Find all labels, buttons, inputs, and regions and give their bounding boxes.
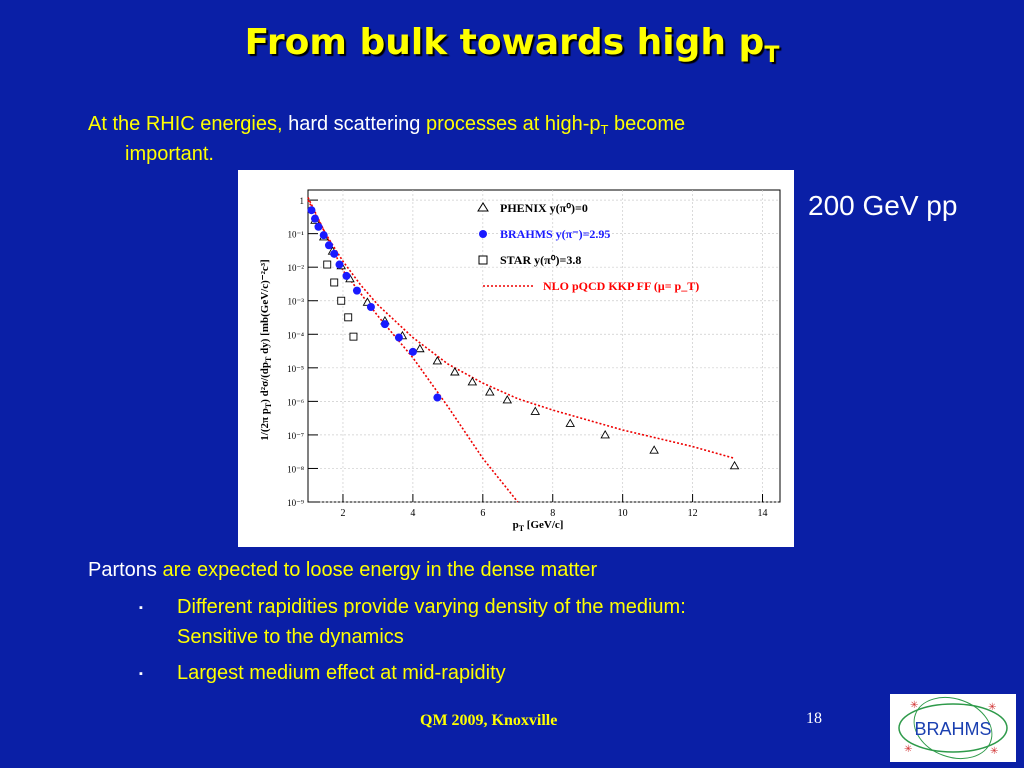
star-point xyxy=(330,278,339,287)
phenix-point xyxy=(530,406,541,415)
brahms-point xyxy=(310,214,319,223)
chart-panel: 2 4 6 8 10 12 14 1 10⁻¹ 10⁻² 10⁻³ 10⁻⁴ 10⁻⁵ 10⁻⁶ 10⁻⁷ 1… xyxy=(238,170,794,547)
phenix-point xyxy=(432,356,443,365)
intro-text-cont: important. xyxy=(125,143,214,165)
phenix-point xyxy=(729,460,740,470)
bullet-1-text-cont: Sensitive to the dynamics xyxy=(177,626,404,648)
brahms-point xyxy=(324,241,333,250)
x-axis-label: pT [GeV/c] xyxy=(513,519,564,533)
bullet-2-text: Largest medium effect at mid-rapidity xyxy=(177,662,506,684)
x-tick-label: 4 xyxy=(410,508,415,519)
brahms-point xyxy=(330,249,339,258)
svg-text:✳: ✳ xyxy=(904,744,912,755)
svg-text:✳: ✳ xyxy=(988,702,996,713)
star-point xyxy=(337,296,346,305)
legend-label: BRAHMS y(π⁻)=2.95 xyxy=(500,227,610,241)
slide-title: From bulk towards high pT xyxy=(244,22,780,68)
star-point xyxy=(323,260,332,269)
brahms-point xyxy=(366,303,375,312)
phenix-point xyxy=(600,430,610,439)
brahms-point xyxy=(335,260,344,269)
x-tick-label: 8 xyxy=(550,508,555,519)
brahms-point xyxy=(319,231,328,240)
brahms-point xyxy=(408,347,417,356)
brahms-point xyxy=(433,393,442,402)
svg-text:1/(2π pT) d²σ/(dpT dy) [mb(GeV: 1/(2π pT) d²σ/(dpT dy) [mb(GeV/c)⁻²c³] xyxy=(259,259,273,440)
legend-label: NLO pQCD KKP FF (μ= p_T) xyxy=(543,279,699,293)
phenix-point xyxy=(415,343,425,353)
phenix-point xyxy=(467,377,478,386)
legend-label: STAR y(π⁰)=3.8 xyxy=(500,253,581,267)
y-tick-label: 10⁻¹ xyxy=(288,230,305,240)
y-tick-label: 10⁻⁵ xyxy=(287,364,304,374)
legend-dot-icon xyxy=(479,230,487,238)
x-tick-label: 6 xyxy=(480,508,485,519)
legend-square-icon xyxy=(478,255,488,265)
brahms-point xyxy=(380,320,389,329)
star-point xyxy=(344,313,353,322)
svg-text:✳: ✳ xyxy=(910,700,918,711)
y-axis-label: 1/(2π pT) d²σ/(dpT dy) [mb(GeV/c)⁻²c³] xyxy=(259,259,273,440)
brahms-point xyxy=(307,206,316,215)
brahms-point xyxy=(352,286,361,295)
bullet-marker-1: ▪ xyxy=(139,602,143,614)
phenix-point xyxy=(450,367,460,376)
phenix-point xyxy=(565,418,575,427)
phenix-point xyxy=(649,445,659,454)
y-tick-label: 10⁻⁹ xyxy=(287,498,304,508)
nlo-pqcd-curve xyxy=(307,197,735,460)
bullet-1-text: Different rapidities provide varying den… xyxy=(177,596,686,618)
energy-label: 200 GeV pp xyxy=(808,190,958,221)
legend-label: PHENIX y(π⁰)=0 xyxy=(500,201,588,215)
partons-text: Partons are expected to loose energy in … xyxy=(88,559,598,581)
footer-conference: QM 2009, Knoxville xyxy=(420,712,558,729)
logo-text: BRAHMS xyxy=(914,719,991,739)
phenix-point xyxy=(485,387,495,396)
bullet-marker-2: ▪ xyxy=(139,668,143,680)
cross-section-chart: 2 4 6 8 10 12 14 1 10⁻¹ 10⁻² 10⁻³ 10⁻⁴ 10⁻⁵ 10⁻⁶ 10⁻⁷ 1… xyxy=(259,189,781,533)
legend-triangle-icon xyxy=(477,202,489,212)
brahms-point xyxy=(342,271,351,280)
brahms-point xyxy=(314,222,323,231)
x-tick-label: 2 xyxy=(340,508,345,519)
slide-number: 18 xyxy=(806,710,822,727)
phenix-point xyxy=(502,395,513,404)
y-tick-label: 10⁻⁴ xyxy=(287,330,304,340)
brahms-logo: ✳ ✳ ✳ ✳ BRAHMS xyxy=(890,694,1016,762)
x-tick-label: 10 xyxy=(618,508,628,519)
x-tick-label: 14 xyxy=(758,508,768,519)
star-point xyxy=(349,332,358,341)
x-tick-label: 12 xyxy=(688,508,698,519)
y-tick-label: 10⁻³ xyxy=(288,297,305,307)
y-tick-label: 10⁻⁷ xyxy=(287,431,304,441)
y-tick-label: 10⁻⁸ xyxy=(287,464,304,474)
y-tick-label: 10⁻² xyxy=(288,263,305,273)
y-tick-label: 1 xyxy=(300,196,305,206)
y-tick-label: 10⁻⁶ xyxy=(287,397,304,407)
svg-text:✳: ✳ xyxy=(990,746,998,757)
nlo-pqcd-curve xyxy=(307,199,519,503)
brahms-point xyxy=(394,333,403,342)
intro-text: At the RHIC energies, hard scattering pr… xyxy=(88,113,686,137)
